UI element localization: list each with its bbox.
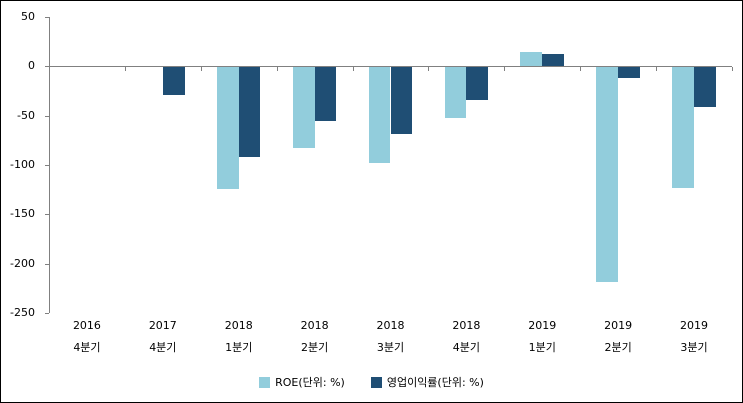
- legend-swatch-op-margin: [370, 376, 382, 388]
- x-axis-tick-8: [656, 67, 658, 71]
- x-label-2019-1분기: 2019 1분기: [504, 319, 580, 354]
- x-label-year: 2018: [452, 319, 481, 332]
- y-axis-label--200: -200: [10, 256, 35, 270]
- bar-roe-2018-3분기: [368, 67, 391, 164]
- y-axis-label-0: 0: [28, 59, 35, 73]
- x-label-2018-4분기: 2018 4분기: [428, 319, 504, 354]
- legend-label-op-margin: 영업이익률(단위: %): [386, 376, 484, 389]
- x-label-2019-3분기: 2019 3분기: [656, 319, 732, 354]
- x-label-2016-4분기: 2016 4분기: [49, 319, 125, 354]
- x-label-year: 2018: [300, 319, 329, 332]
- x-label-quarter: 4분기: [73, 341, 101, 354]
- bar-roe-2018-4분기: [444, 67, 467, 118]
- bar-roe-2018-2분기: [292, 67, 315, 149]
- x-label-2018-1분기: 2018 1분기: [201, 319, 277, 354]
- bar-op-margin-2017-4분기: [162, 67, 185, 95]
- bar-op-margin-2019-2분기: [618, 67, 640, 79]
- x-label-year: 2019: [604, 319, 633, 332]
- y-axis-tick-0: [45, 66, 49, 68]
- x-axis-tick-5: [428, 67, 430, 71]
- x-label-year: 2016: [72, 319, 101, 332]
- y-axis-tick--200: [45, 263, 49, 265]
- x-axis-tick-7: [580, 67, 582, 71]
- legend-swatch-roe: [259, 376, 271, 388]
- y-axis-tick--50: [45, 115, 49, 117]
- x-label-quarter: 3분기: [376, 341, 405, 354]
- bar-op-margin-2019-3분기: [694, 67, 716, 107]
- x-label-2018-2분기: 2018 2분기: [277, 319, 353, 354]
- x-label-2017-4분기: 2017 4분기: [125, 319, 201, 354]
- y-axis-tick--100: [45, 165, 49, 166]
- x-label-year: 2019: [528, 319, 557, 332]
- zero-gridline: [49, 66, 732, 67]
- y-axis-line: [49, 17, 50, 313]
- bar-roe-2019-2분기: [596, 67, 619, 283]
- legend-label-roe: ROE(단위: %): [275, 376, 345, 389]
- x-label-quarter: 4분기: [149, 341, 177, 354]
- x-label-quarter: 1분기: [528, 341, 556, 354]
- x-axis-tick-2: [200, 67, 202, 71]
- x-label-year: 2017: [148, 319, 177, 332]
- y-axis-tick-50: [45, 17, 49, 18]
- x-axis-tick-1: [124, 67, 126, 71]
- x-label-quarter: 2분기: [604, 341, 632, 354]
- x-label-year: 2018: [376, 319, 405, 332]
- x-axis-tick-4: [352, 67, 354, 71]
- bar-op-margin-2018-2분기: [314, 67, 337, 121]
- legend: ROE(단위: %) 영업이익률(단위: %): [1, 374, 742, 390]
- x-label-quarter: 3분기: [680, 341, 708, 354]
- x-label-quarter: 1분기: [225, 341, 253, 354]
- y-axis-label--150: -150: [10, 207, 35, 221]
- y-axis-tick--250: [45, 313, 49, 314]
- y-axis-tick--150: [45, 214, 49, 216]
- x-label-quarter: 2분기: [300, 341, 329, 354]
- legend-item-op-margin: 영업이익률(단위: %): [370, 374, 484, 390]
- bar-op-margin-2018-3분기: [390, 67, 413, 135]
- bar-roe-2019-1분기: [520, 51, 543, 67]
- x-label-2019-2분기: 2019 2분기: [580, 319, 656, 354]
- y-axis-label--250: -250: [10, 306, 35, 319]
- x-axis-tick-0: [49, 67, 50, 71]
- x-label-quarter: 4분기: [452, 341, 480, 354]
- y-axis-label--50: -50: [17, 108, 35, 122]
- x-label-year: 2019: [680, 319, 709, 332]
- x-axis-tick-9: [732, 67, 733, 71]
- x-label-2018-3분기: 2018 3분기: [353, 319, 429, 354]
- x-axis-tick-6: [504, 67, 506, 71]
- bar-roe-2018-1분기: [216, 67, 239, 189]
- bar-op-margin-2018-4분기: [466, 67, 489, 100]
- y-axis-label-50: 50: [21, 10, 35, 23]
- legend-item-roe: ROE(단위: %): [259, 374, 345, 390]
- y-axis-label--100: -100: [10, 158, 35, 171]
- x-label-year: 2018: [224, 319, 253, 332]
- bar-roe-2019-3분기: [672, 67, 695, 188]
- x-axis-tick-3: [276, 67, 278, 71]
- bar-op-margin-2018-1분기: [238, 67, 261, 158]
- bar-op-margin-2019-1분기: [542, 54, 565, 67]
